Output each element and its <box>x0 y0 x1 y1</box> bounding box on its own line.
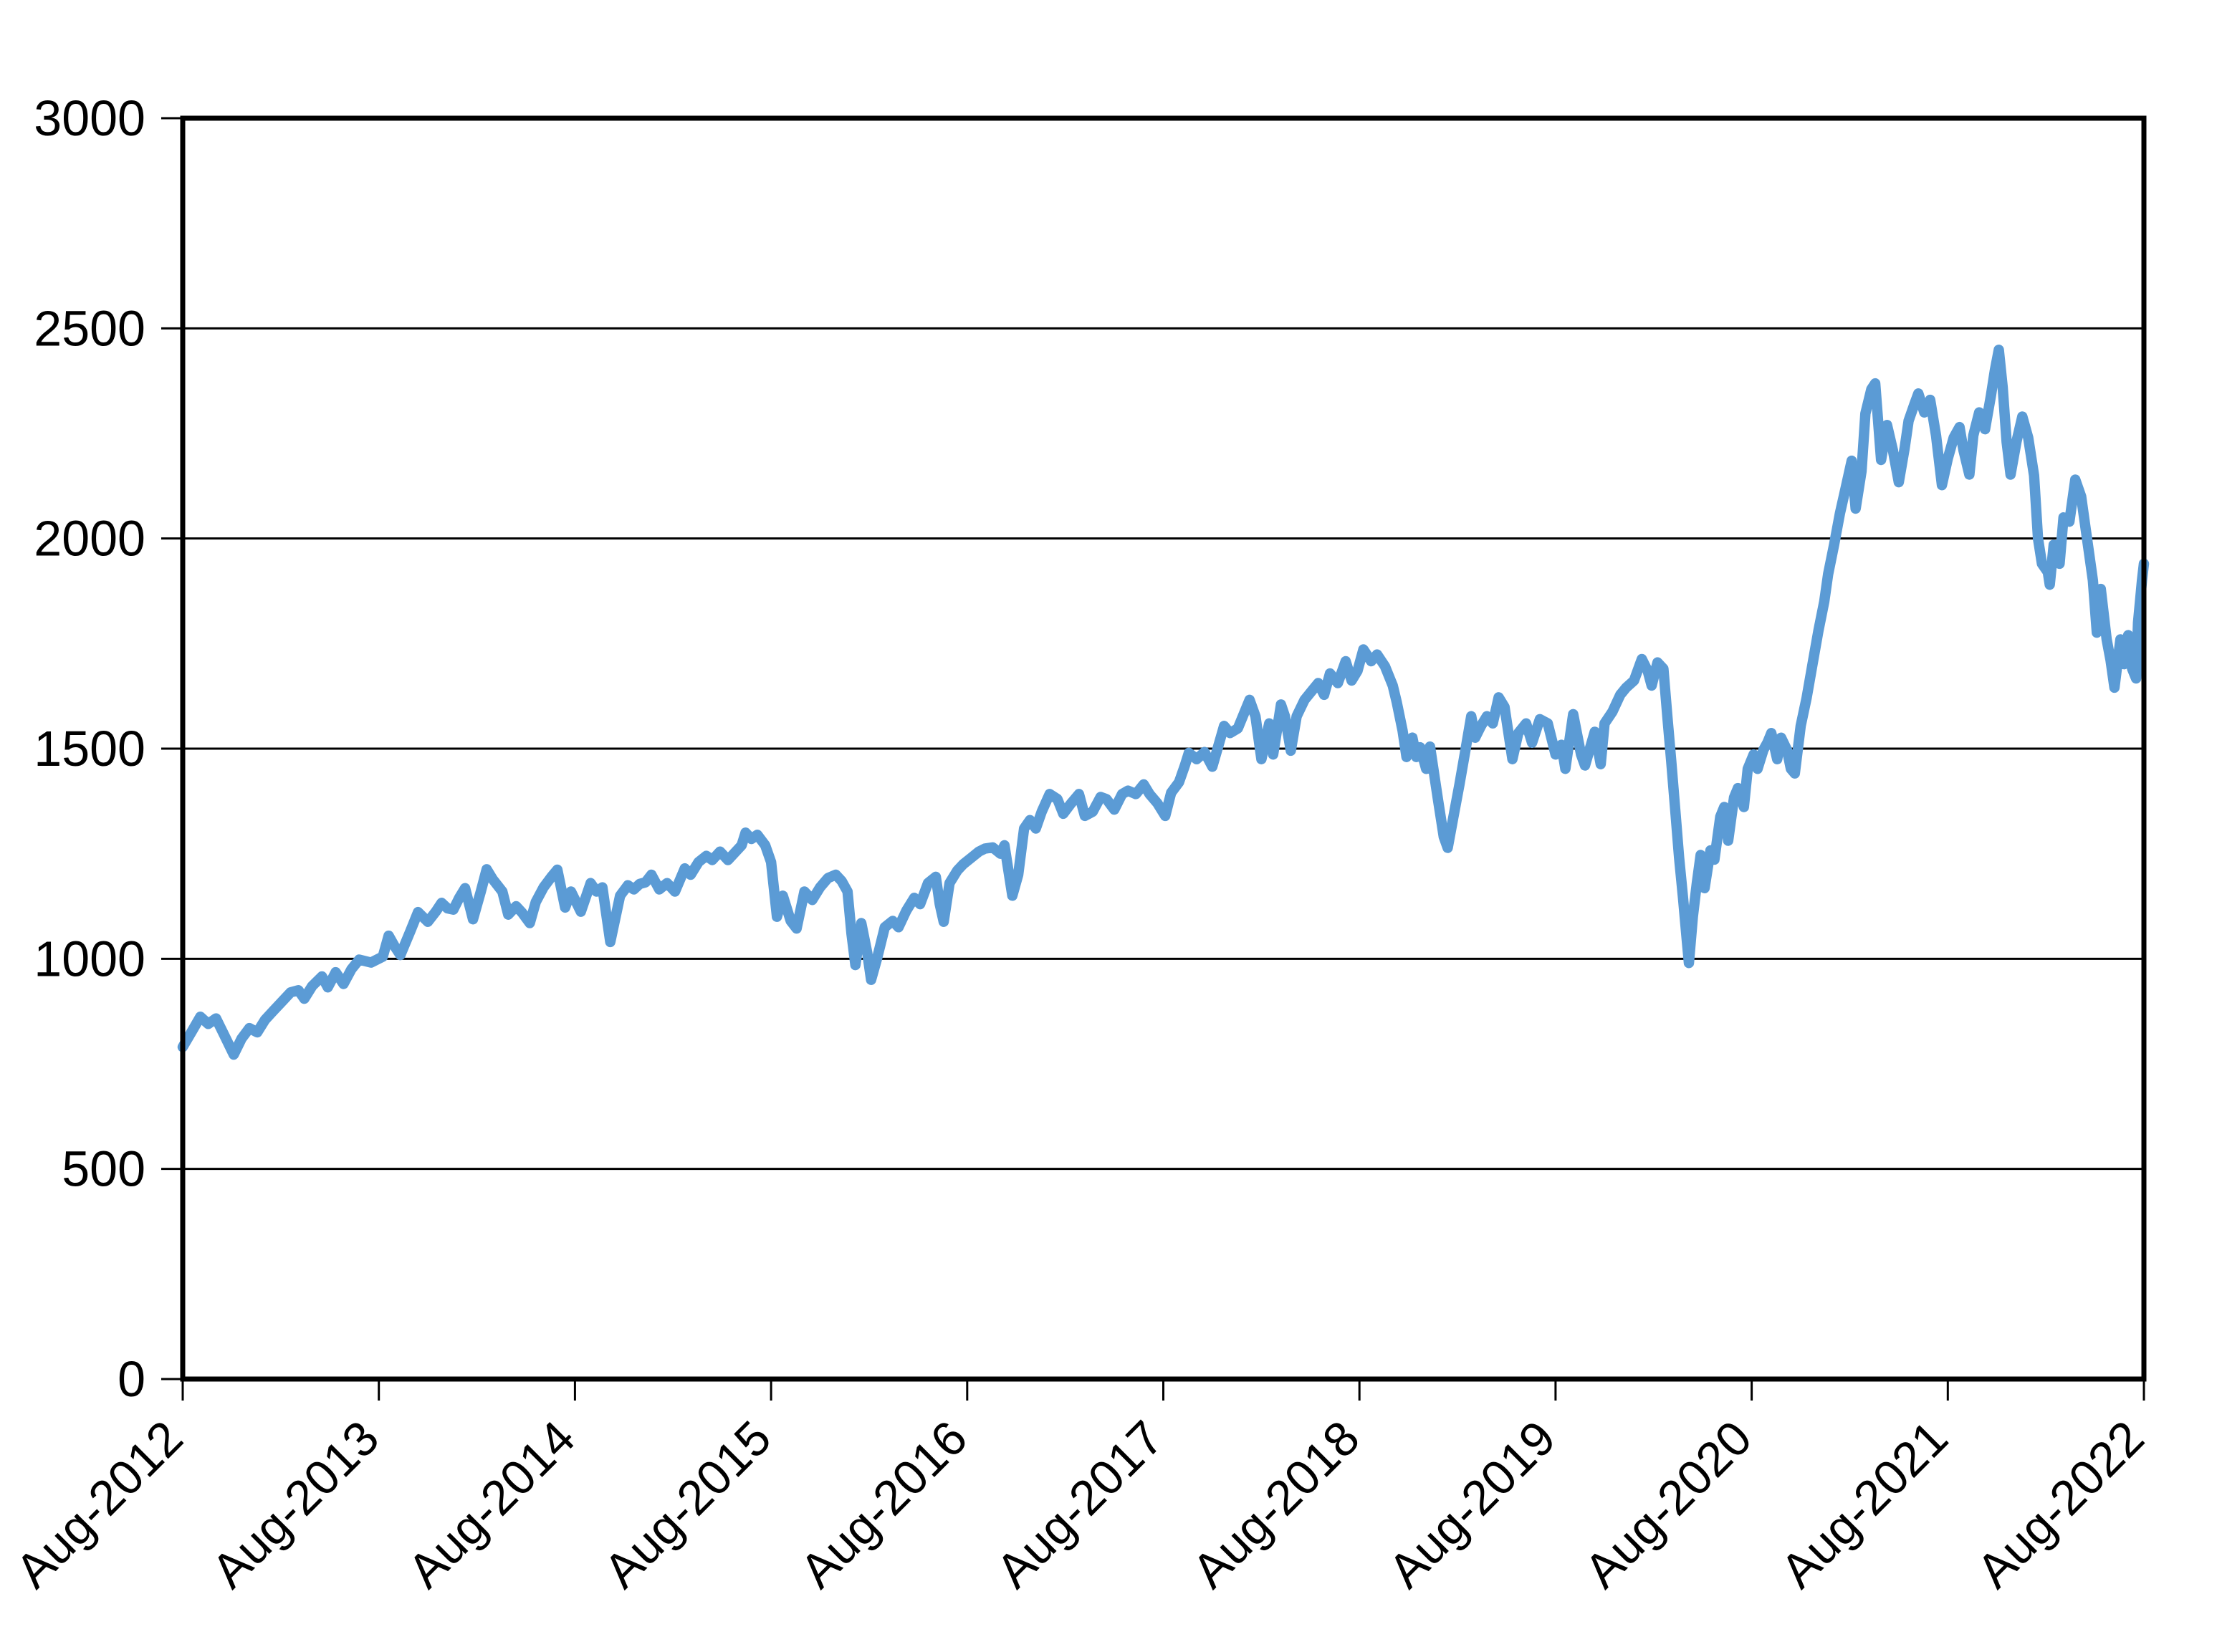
y-tick-label: 1000 <box>34 931 145 986</box>
x-tick-label: Aug-2021 <box>1771 1411 1958 1598</box>
y-tick-label: 2500 <box>34 300 145 356</box>
y-axis: 0 500 1000 1500 2000 2500 3000 <box>34 90 183 1407</box>
y-tick-label: 3000 <box>34 90 145 146</box>
data-line <box>177 345 2150 1060</box>
series-layer <box>177 345 2150 1060</box>
x-tick-label: Aug-2020 <box>1574 1411 1762 1598</box>
y-tick-label: 2000 <box>34 511 145 567</box>
gridlines <box>183 327 2144 1171</box>
y-tick-label: 500 <box>62 1141 145 1197</box>
plot-border <box>180 115 2147 1382</box>
plot-frame-layer <box>180 115 2147 1382</box>
x-tick-label: Aug-2016 <box>790 1411 977 1598</box>
x-axis: Aug-2012 Aug-2013 Aug-2014 Aug-2015 Aug-2016… <box>5 1379 2155 1598</box>
x-tick-label: Aug-2019 <box>1378 1411 1566 1598</box>
x-tick-label: Aug-2022 <box>1966 1411 2154 1598</box>
x-tick-label: Aug-2017 <box>986 1411 1174 1598</box>
x-tick-label: Aug-2012 <box>5 1411 193 1598</box>
x-tick-label: Aug-2013 <box>201 1411 389 1598</box>
x-tick-label: Aug-2018 <box>1182 1411 1370 1598</box>
x-tick-label: Aug-2015 <box>593 1411 781 1598</box>
x-tick-label: Aug-2014 <box>398 1411 585 1598</box>
y-tick-label: 0 <box>118 1351 145 1407</box>
y-tick-label: 1500 <box>34 721 145 777</box>
